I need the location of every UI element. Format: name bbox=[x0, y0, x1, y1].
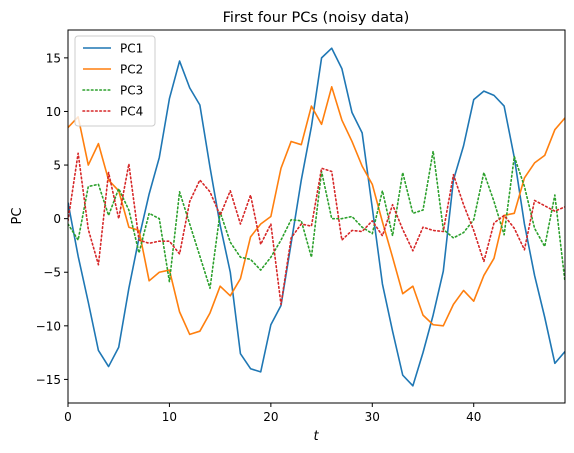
x-tick-label: 20 bbox=[263, 410, 278, 424]
y-axis-label: PC bbox=[10, 208, 25, 225]
legend-label-pc1: PC1 bbox=[120, 42, 143, 56]
chart-title: First four PCs (noisy data) bbox=[223, 10, 410, 26]
x-tick-label: 10 bbox=[162, 410, 177, 424]
y-tick-label: −5 bbox=[43, 266, 61, 280]
legend: PC1 PC2 PC3 PC4 bbox=[74, 35, 156, 127]
y-axis-ticks: −15 −10 −5 0 5 10 15 bbox=[36, 51, 68, 387]
y-tick-label: −15 bbox=[36, 373, 61, 387]
legend-box bbox=[74, 35, 156, 127]
legend-label-pc2: PC2 bbox=[120, 63, 143, 77]
plot-frame bbox=[67, 29, 566, 404]
x-tick-label: 0 bbox=[64, 410, 72, 424]
series-line-pc1 bbox=[68, 47, 565, 387]
legend-label-pc4: PC4 bbox=[120, 105, 143, 119]
y-tick-label: 15 bbox=[46, 51, 61, 65]
x-axis-ticks: 0 10 20 30 40 bbox=[64, 403, 481, 424]
x-axis-label: t bbox=[313, 429, 319, 444]
y-tick-label: 0 bbox=[53, 212, 61, 226]
legend-label-pc3: PC3 bbox=[120, 84, 143, 98]
y-tick-label: 10 bbox=[46, 105, 61, 119]
plot-series bbox=[68, 47, 565, 387]
y-tick-label: 5 bbox=[53, 159, 61, 173]
series-line-pc3 bbox=[68, 150, 565, 290]
legend-entries: PC1 PC2 PC3 PC4 bbox=[82, 42, 143, 119]
x-tick-label: 40 bbox=[466, 410, 481, 424]
series-line-pc2 bbox=[68, 86, 565, 336]
y-tick-label: −10 bbox=[36, 319, 61, 333]
series-line-pc4 bbox=[68, 152, 565, 306]
x-tick-label: 30 bbox=[365, 410, 380, 424]
